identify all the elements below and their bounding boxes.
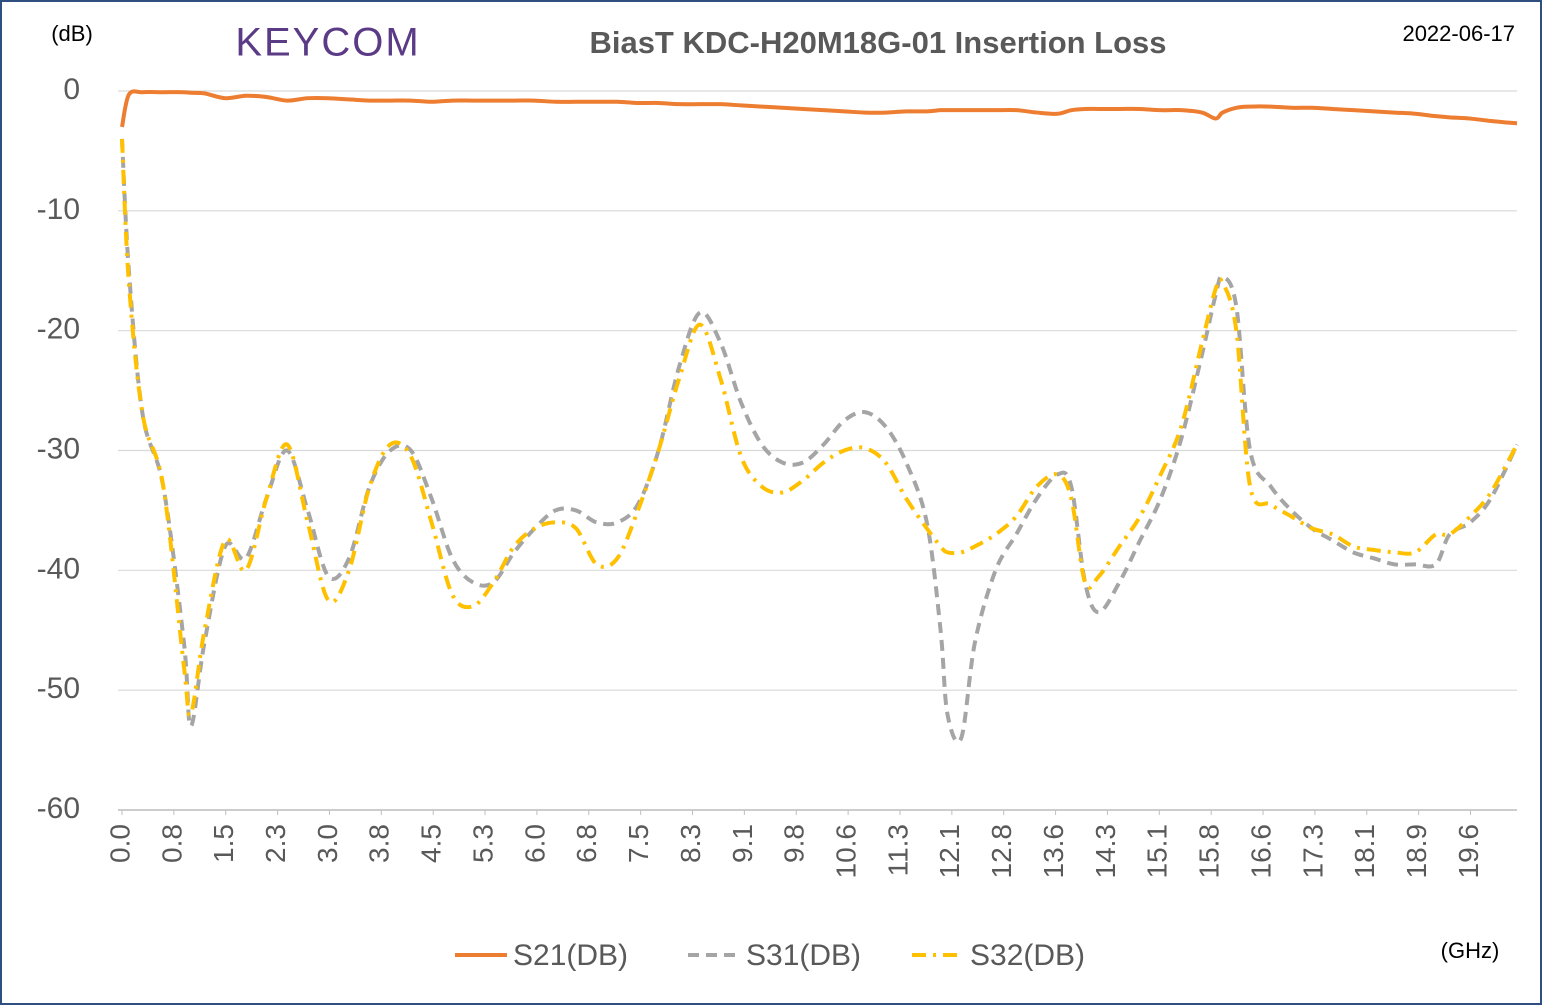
y-tick-label: 0	[63, 73, 80, 106]
x-tick-label: 18.9	[1401, 824, 1432, 879]
x-tick-label: 3.8	[364, 824, 395, 863]
x-tick-label: 8.3	[675, 824, 706, 863]
x-tick-label: 0.0	[104, 824, 135, 863]
x-tick-label: 14.3	[1090, 824, 1121, 879]
y-axis-label: (dB)	[51, 21, 93, 46]
date: 2022-06-17	[1402, 21, 1515, 46]
x-tick-label: 18.1	[1349, 824, 1380, 879]
y-tick-label: -40	[37, 552, 80, 585]
x-tick-label: 3.0	[312, 824, 343, 863]
x-tick-label: 2.3	[260, 824, 291, 863]
x-tick-label: 5.3	[467, 824, 498, 863]
x-tick-label: 7.5	[623, 824, 654, 863]
y-tick-label: -20	[37, 313, 80, 346]
logo: KEYCOM	[235, 21, 420, 65]
x-tick-label: 17.3	[1297, 824, 1328, 879]
x-tick-label: 9.8	[779, 824, 810, 863]
x-tick-label: 16.6	[1245, 824, 1276, 879]
x-tick-label: 12.1	[934, 824, 965, 879]
x-tick-label: 10.6	[831, 824, 862, 879]
legend-item: S21(DB)	[455, 939, 628, 972]
x-tick-label: 11.3	[882, 824, 913, 876]
legend-label: S31(DB)	[746, 939, 861, 972]
y-tick-label: -30	[37, 432, 80, 465]
chart-title: BiasT KDC-H20M18G-01 Insertion Loss	[589, 25, 1166, 60]
x-tick-label: 19.6	[1453, 824, 1484, 879]
x-tick-label: 6.0	[519, 824, 550, 863]
x-tick-label: 9.1	[727, 824, 758, 863]
legend-label: S21(DB)	[513, 939, 628, 972]
y-tick-label: -10	[37, 193, 80, 226]
y-tick-label: -50	[37, 672, 80, 705]
x-tick-label: 6.8	[571, 824, 602, 863]
x-axis-label: (GHz)	[1441, 938, 1500, 963]
x-tick-label: 4.5	[416, 824, 447, 863]
x-tick-label: 13.6	[1038, 824, 1069, 879]
x-tick-label: 15.1	[1142, 824, 1173, 879]
legend-item: S32(DB)	[912, 939, 1085, 972]
series-line	[120, 138, 1519, 718]
x-tick-label: 12.8	[986, 824, 1017, 879]
x-tick-label: 0.8	[156, 824, 187, 863]
legend-item: S31(DB)	[688, 939, 861, 972]
series-line	[120, 89, 1518, 128]
x-tick-label: 15.8	[1194, 824, 1225, 879]
x-tick-label: 1.5	[208, 824, 239, 863]
y-tick-label: -60	[37, 792, 80, 825]
legend-label: S32(DB)	[970, 939, 1085, 972]
